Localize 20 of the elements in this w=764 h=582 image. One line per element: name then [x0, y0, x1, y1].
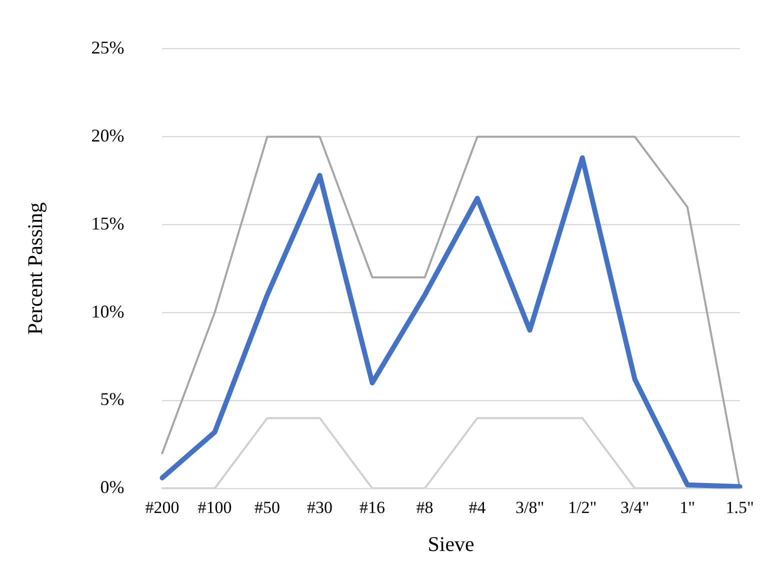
y-tick-label: 0%: [100, 477, 124, 498]
x-tick-label: 1/2": [568, 498, 597, 518]
x-tick-label: #200: [145, 498, 180, 518]
x-axis-title: Sieve: [428, 532, 474, 556]
y-tick-label: 25%: [91, 38, 124, 58]
x-tick-label: #8: [416, 498, 434, 518]
y-axis-title: Percent Passing: [23, 202, 48, 335]
x-tick-label: 1.5": [726, 498, 754, 518]
x-tick-label: #100: [198, 498, 232, 518]
x-tick-label: 3/8": [515, 498, 544, 518]
x-tick-label: #30: [307, 498, 332, 518]
y-tick-label: 20%: [91, 125, 124, 146]
x-tick-label: #4: [468, 498, 486, 518]
x-tick-label: 3/4": [620, 498, 650, 518]
y-tick-label: 5%: [100, 389, 124, 410]
x-tick-label: #16: [360, 498, 386, 518]
y-tick-label: 15%: [91, 213, 124, 234]
y-tick-label: 10%: [91, 301, 124, 322]
x-tick-label: #50: [254, 498, 280, 518]
x-tick-label: 1": [680, 498, 696, 518]
